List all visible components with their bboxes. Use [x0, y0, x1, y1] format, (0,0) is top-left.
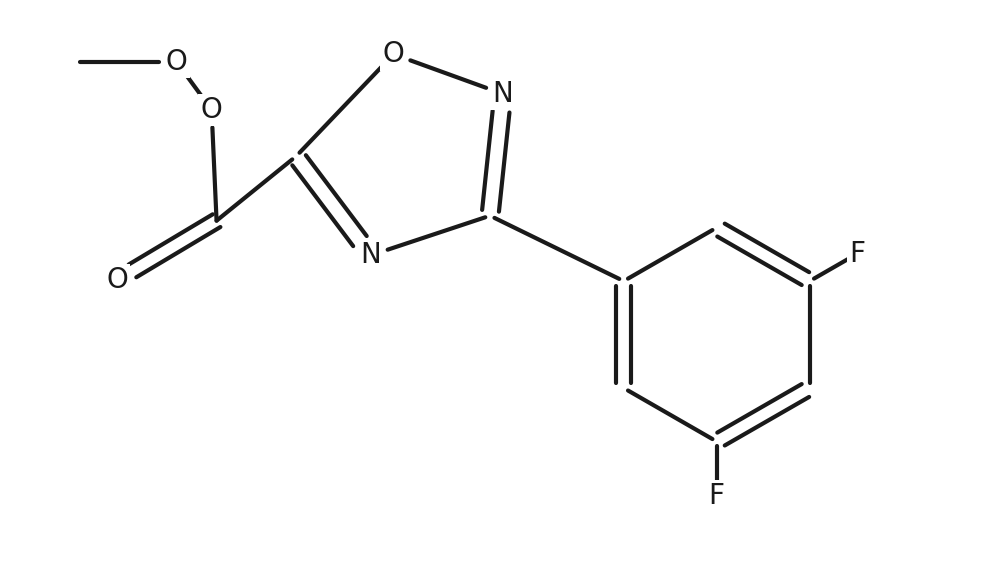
Text: O: O: [106, 266, 128, 294]
Text: F: F: [849, 240, 865, 268]
Text: N: N: [360, 242, 381, 269]
Text: O: O: [166, 48, 188, 76]
Text: O: O: [200, 96, 223, 124]
Text: N: N: [493, 80, 514, 108]
Text: O: O: [383, 40, 405, 68]
Text: F: F: [709, 482, 725, 510]
